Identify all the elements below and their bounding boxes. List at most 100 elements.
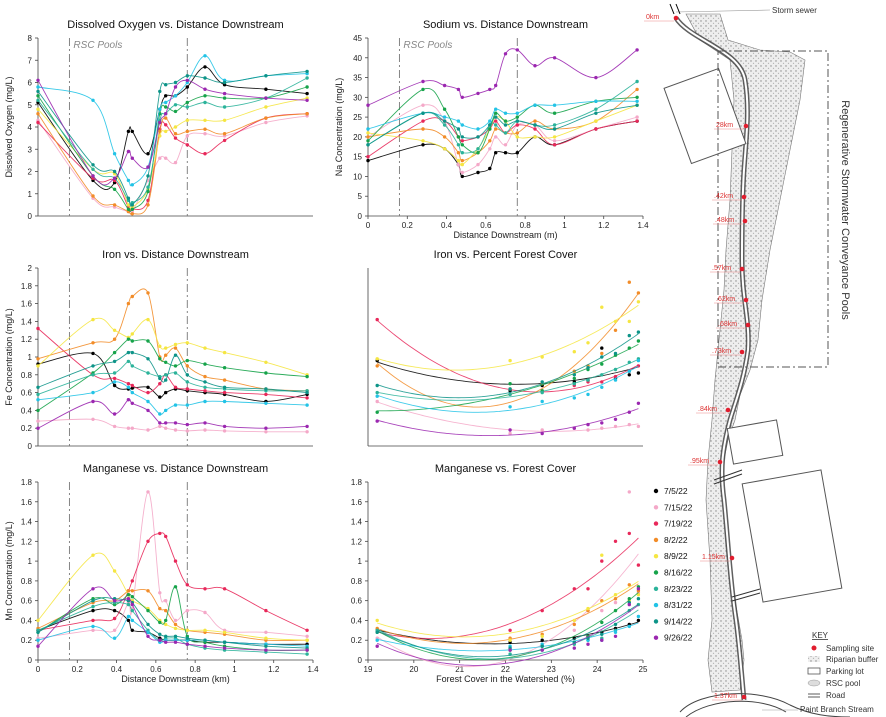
data-point <box>613 367 618 372</box>
data-point <box>494 119 498 123</box>
x-tick-label: 0 <box>36 665 41 674</box>
trend-line-9/26/22 <box>377 604 639 666</box>
legend-entry: 7/15/22 <box>664 502 693 512</box>
data-point <box>146 589 150 593</box>
sampling-site <box>729 555 735 561</box>
data-point <box>488 123 492 127</box>
y-tick-label: 30 <box>353 93 362 102</box>
data-point <box>36 408 40 413</box>
data-point <box>36 364 40 368</box>
data-point <box>203 87 207 91</box>
data-point <box>456 151 461 155</box>
chart-do: Dissolved Oxygen vs. Distance Downstream… <box>4 19 313 221</box>
data-point <box>515 115 519 119</box>
stream-channel <box>679 693 851 717</box>
trend-line-9/26/22 <box>377 408 639 437</box>
sampling-site <box>742 218 748 224</box>
data-point <box>185 100 189 105</box>
data-point <box>494 83 498 88</box>
data-point <box>173 103 178 107</box>
chart-na: Sodium vs. Distance Downstream0510152025… <box>334 19 649 240</box>
data-point <box>476 135 480 139</box>
data-point <box>126 618 131 623</box>
legend-entry: 8/23/22 <box>664 584 693 594</box>
data-point <box>203 421 207 425</box>
data-point <box>130 294 134 299</box>
data-point <box>460 170 464 175</box>
data-point <box>91 364 95 368</box>
data-point <box>173 428 178 432</box>
data-point <box>112 337 117 341</box>
data-point <box>421 139 425 143</box>
x-axis-label: Distance Downstream (km) <box>121 674 230 684</box>
data-point <box>375 383 379 388</box>
data-point <box>91 553 95 557</box>
data-point <box>36 630 40 634</box>
data-point <box>494 123 498 127</box>
data-point <box>627 373 631 377</box>
data-point <box>375 399 379 404</box>
data-point <box>126 129 131 134</box>
data-point <box>130 426 134 430</box>
data-point <box>185 429 189 433</box>
data-point <box>305 652 309 656</box>
data-point <box>36 618 40 623</box>
data-point <box>203 644 207 648</box>
data-point <box>264 430 268 434</box>
data-point <box>36 419 40 423</box>
data-point <box>613 378 618 382</box>
data-point <box>203 100 207 105</box>
data-point <box>173 353 178 357</box>
data-point <box>366 139 370 143</box>
data-point <box>126 597 131 601</box>
data-point <box>203 610 207 615</box>
data-point <box>540 390 544 395</box>
x-tick-label: 19 <box>364 665 373 674</box>
data-point <box>456 87 461 92</box>
legend-entry: 9/26/22 <box>664 633 693 643</box>
data-point <box>164 634 168 638</box>
data-point <box>203 118 207 123</box>
data-point <box>586 642 590 646</box>
data-point <box>164 94 168 98</box>
parking-lot-upper <box>663 67 747 165</box>
data-point <box>442 135 447 139</box>
data-point <box>36 326 40 331</box>
data-point <box>533 135 537 139</box>
data-point <box>126 301 131 306</box>
data-point <box>173 421 178 425</box>
trend-line-8/16/22 <box>377 343 639 412</box>
data-point <box>203 587 207 591</box>
x-axis-label: Distance Downstream (m) <box>453 230 557 240</box>
data-point <box>112 187 117 191</box>
y-tick-label: 1.6 <box>21 300 33 309</box>
legend-entry: 8/2/22 <box>664 535 688 545</box>
data-point <box>503 123 508 127</box>
legend: 7/5/22 7/15/22 7/19/22 8/2/22 8/9/22 8/16/22 8… <box>653 486 693 643</box>
data-point <box>36 94 40 98</box>
data-point <box>442 83 447 88</box>
y-tick-label: 6 <box>28 79 33 88</box>
data-point <box>173 342 178 347</box>
data-point <box>508 387 512 391</box>
data-point <box>572 622 576 627</box>
data-point <box>494 111 498 115</box>
trend-line-8/23/22 <box>376 609 639 660</box>
data-point <box>508 382 512 386</box>
data-point <box>164 622 168 627</box>
data-point <box>126 382 131 386</box>
y-tick-label: 0.4 <box>21 616 33 625</box>
site-label: .42km <box>714 193 733 200</box>
data-point <box>540 355 544 359</box>
data-point <box>185 341 189 345</box>
y-tick-label: 1 <box>28 190 33 199</box>
trend-line-7/19/22 <box>376 319 639 393</box>
data-point <box>91 373 95 377</box>
series-line-8/2/22 <box>367 89 638 162</box>
data-point <box>635 119 639 123</box>
data-point <box>613 597 618 601</box>
data-point <box>164 360 168 364</box>
x-tick-label: 0.4 <box>441 221 453 230</box>
data-point <box>635 79 639 84</box>
x-tick-label: 22 <box>501 665 510 674</box>
